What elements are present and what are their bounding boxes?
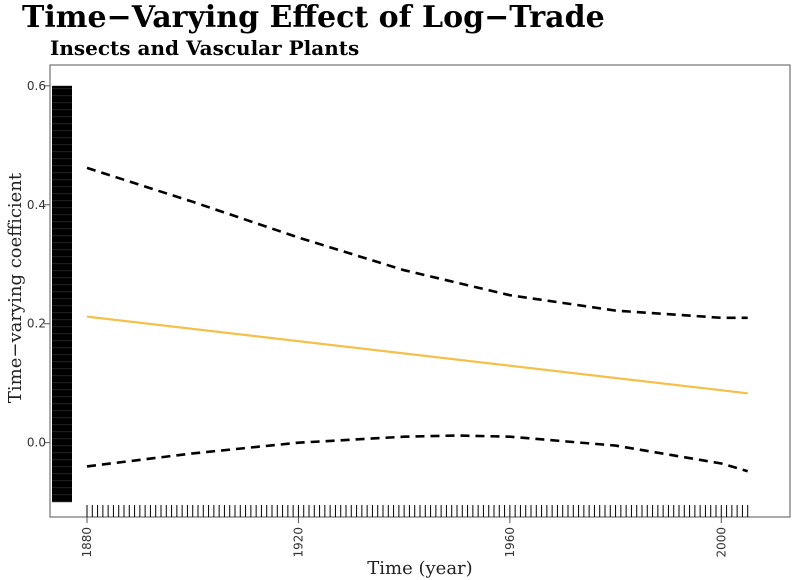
x-tick-label: 2000 [714,527,728,558]
x-rug [86,505,749,517]
y-tick-label: 0.2 [27,317,46,331]
y-rug [52,85,72,503]
y-tick-label: 0.6 [27,79,46,93]
chart-subtitle: Insects and Vascular Plants [50,36,359,60]
series-layer [86,166,749,473]
y-tick-label: 0.4 [27,198,46,212]
y-rug-band [52,85,72,503]
x-axis: 1880 1920 1960 2000 [80,517,728,558]
lower-bound-line [86,434,749,473]
upper-bound-line [86,166,748,320]
plot-frame [49,64,791,518]
x-tick-label: 1960 [503,527,517,558]
x-tick-label: 1920 [291,527,305,558]
x-axis-label: Time (year) [367,558,472,579]
estimate-line [86,315,748,395]
y-axis: 0.0 0.2 0.4 0.6 [27,79,50,450]
x-tick-label: 1880 [80,527,94,558]
chart-title: Time−Varying Effect of Log−Trade [22,0,605,35]
y-tick-label: 0.0 [27,436,46,450]
y-axis-label: Time−varying coefficient [5,172,26,403]
